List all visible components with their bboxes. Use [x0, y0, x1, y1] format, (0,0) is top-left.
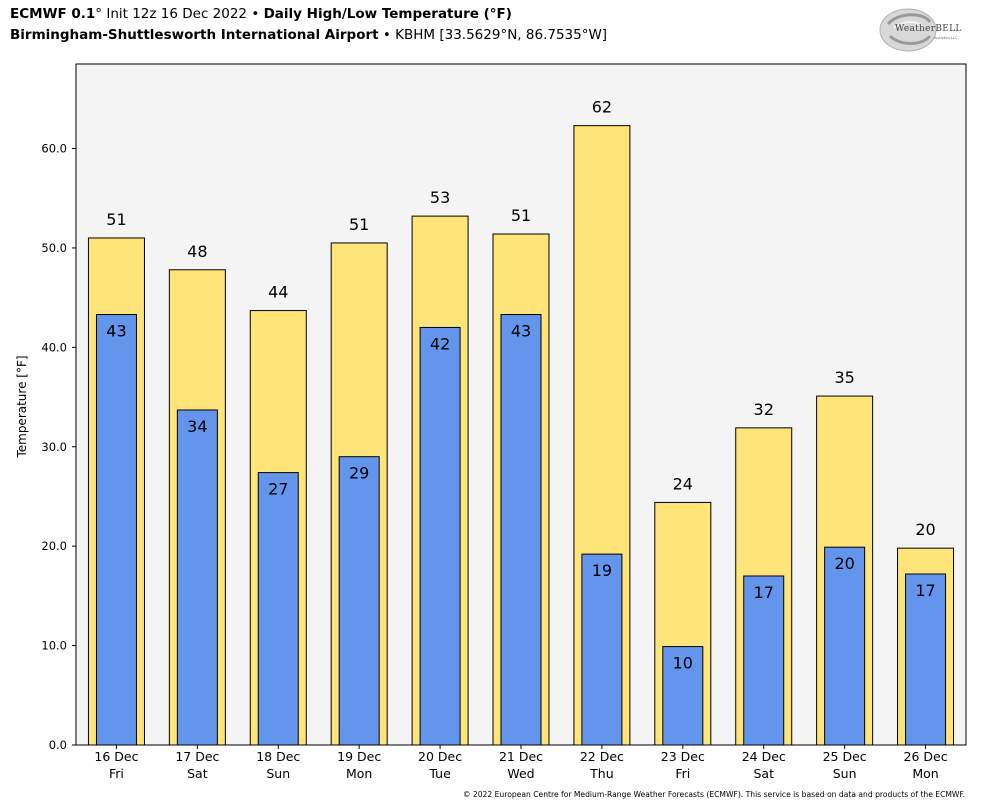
x-tick-label-day: Wed: [507, 766, 534, 781]
high-temp-label: 53: [430, 188, 450, 207]
station-info: KBHM [33.5629°N, 86.7535°W]: [395, 27, 608, 43]
low-temp-label: 19: [592, 561, 612, 580]
high-temp-label: 51: [349, 215, 369, 234]
low-temp-bar: [905, 573, 947, 746]
low-temp-bar: [257, 472, 299, 746]
x-tick-label-day: Sun: [266, 766, 290, 781]
low-temp-bar: [338, 456, 380, 746]
low-temp-label: 27: [268, 480, 288, 499]
low-temp-bar: [419, 326, 461, 746]
x-tick-label-day: Sun: [833, 766, 857, 781]
separator: •: [251, 6, 260, 22]
high-temp-label: 62: [592, 98, 612, 117]
y-tick-label: 0.0: [49, 738, 67, 752]
logo-swirl-icon: [879, 8, 937, 52]
low-temp-bar: [743, 575, 785, 746]
model-name: ECMWF 0.1: [10, 6, 96, 22]
x-tick-label-date: 26 Dec: [904, 749, 948, 764]
low-temp-label: 43: [106, 322, 126, 341]
high-temp-label: 44: [268, 283, 288, 302]
y-tick-label: 40.0: [41, 340, 67, 354]
product-name: Daily High/Low Temperature (°F): [263, 6, 512, 22]
low-temp-bar: [824, 546, 866, 746]
weatherbell-logo: WeatherBELL Analytics LLC: [878, 6, 970, 54]
x-tick-label-day: Mon: [346, 766, 372, 781]
x-tick-label-date: 19 Dec: [337, 749, 381, 764]
high-temp-label: 48: [187, 242, 207, 261]
x-tick-label-date: 24 Dec: [742, 749, 786, 764]
logo-subtext: Analytics LLC: [934, 36, 958, 40]
x-tick-label-day: Mon: [912, 766, 938, 781]
low-temp-label: 20: [834, 554, 854, 573]
y-tick-label: 30.0: [41, 440, 67, 454]
y-tick-label: 50.0: [41, 241, 67, 255]
x-tick-label-date: 25 Dec: [823, 749, 867, 764]
low-temp-label: 42: [430, 334, 450, 353]
y-tick-label: 10.0: [41, 639, 67, 653]
low-temp-bar: [500, 314, 542, 746]
y-axis-label: Temperature [°F]: [15, 355, 29, 458]
low-temp-bar: [581, 553, 623, 746]
x-tick-label-day: Fri: [675, 766, 690, 781]
init-time: Init 12z 16 Dec 2022: [106, 6, 248, 22]
low-temp-bar: [662, 646, 704, 746]
high-temp-label: 51: [511, 206, 531, 225]
degree-symbol: °: [95, 6, 103, 22]
low-temp-label: 10: [673, 654, 693, 673]
x-tick-label-date: 23 Dec: [661, 749, 705, 764]
low-temp-bar: [95, 314, 137, 746]
low-temp-label: 43: [511, 322, 531, 341]
x-tick-label-date: 16 Dec: [94, 749, 138, 764]
location-name: Birmingham-Shuttlesworth International A…: [10, 27, 379, 43]
low-temp-label: 17: [915, 581, 935, 600]
high-temp-label: 24: [673, 474, 693, 493]
plot-frame: [75, 63, 967, 746]
x-tick-label-date: 17 Dec: [175, 749, 219, 764]
x-tick-label-date: 21 Dec: [499, 749, 543, 764]
x-tick-label-day: Fri: [109, 766, 124, 781]
low-temp-bar: [176, 409, 218, 746]
logo-text: WeatherBELL: [895, 24, 962, 34]
separator: •: [382, 27, 391, 43]
y-tick-label: 60.0: [41, 142, 67, 156]
x-tick-label-day: Tue: [428, 766, 451, 781]
copyright-footer: © 2022 European Centre for Medium-Range …: [462, 790, 965, 799]
high-temp-label: 32: [754, 400, 774, 419]
x-tick-label-date: 20 Dec: [418, 749, 462, 764]
x-tick-label-date: 22 Dec: [580, 749, 624, 764]
high-temp-label: 35: [834, 368, 854, 387]
chart-subtitle: Birmingham-Shuttlesworth International A…: [10, 27, 607, 43]
y-tick-label: 20.0: [41, 539, 67, 553]
low-temp-label: 29: [349, 464, 369, 483]
low-temp-label: 17: [754, 583, 774, 602]
low-temp-label: 34: [187, 417, 207, 436]
x-tick-label-date: 18 Dec: [256, 749, 300, 764]
high-temp-label: 20: [915, 520, 935, 539]
x-tick-label-day: Thu: [589, 766, 613, 781]
chart-title: ECMWF 0.1° Init 12z 16 Dec 2022 • Daily …: [10, 6, 512, 22]
high-temp-label: 51: [106, 210, 126, 229]
x-tick-label-day: Sat: [187, 766, 208, 781]
x-tick-label-day: Sat: [753, 766, 774, 781]
